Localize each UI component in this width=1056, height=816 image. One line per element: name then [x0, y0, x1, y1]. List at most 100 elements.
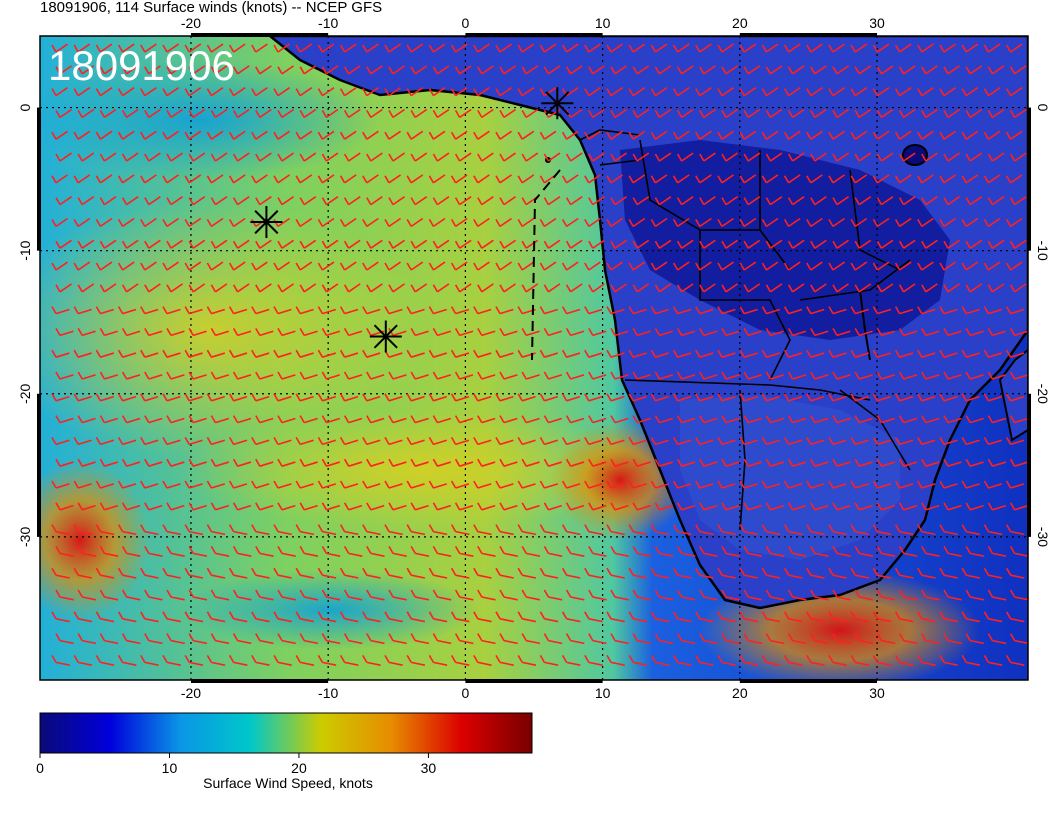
wind-barb [55, 546, 74, 557]
wind-barb [521, 108, 539, 119]
wind-barb [632, 283, 650, 293]
wind-barb [188, 633, 208, 645]
wind-barb [317, 567, 337, 579]
y-axis-left-labels: 0 -10 -20 -30 [17, 103, 33, 547]
wind-barb [876, 458, 896, 467]
wind-barb [210, 458, 230, 467]
wind-barb [876, 371, 896, 380]
wind-barb [499, 283, 517, 293]
wind-barb [454, 328, 474, 337]
wind-barb [273, 480, 292, 489]
wind-barb [406, 393, 425, 402]
wind-barb [517, 611, 537, 623]
wind-barb [961, 306, 980, 315]
wind-barb [761, 217, 779, 228]
wind-barb [517, 43, 535, 53]
wind-barb [806, 437, 825, 446]
wind-barb [162, 655, 181, 666]
wind-barb [561, 43, 579, 53]
wind-barb [77, 283, 95, 293]
wind-barb [610, 415, 629, 424]
wind-barb [565, 633, 585, 645]
wind-barb [428, 87, 446, 97]
wind-barb [428, 306, 448, 315]
wind-barb [699, 371, 718, 380]
wind-barb [121, 415, 141, 424]
wind-barb [654, 328, 674, 337]
wind-barb [432, 152, 450, 162]
colorbar-tick-label: 20 [291, 760, 307, 776]
wind-barb [343, 283, 361, 293]
wind-barb [987, 502, 1007, 511]
wind-barb [987, 589, 1007, 601]
wind-barb [117, 567, 137, 579]
wind-barb [432, 589, 452, 601]
wind-barb [495, 174, 513, 184]
wind-barb [939, 349, 958, 358]
wind-barb [787, 196, 805, 206]
wind-barb [761, 611, 781, 623]
wind-barb [832, 415, 851, 424]
wind-barb [384, 480, 403, 489]
wind-barb [140, 567, 159, 579]
wind-barb [917, 524, 936, 536]
wind-barb [739, 480, 758, 489]
wind-barb [717, 655, 736, 666]
lake-outline [859, 289, 871, 361]
wind-barb [894, 611, 914, 623]
wind-barb [961, 130, 979, 140]
wind-barb [894, 130, 912, 140]
wind-barb [721, 328, 740, 337]
wind-barb [51, 349, 70, 358]
x-tick-label-bottom: -10 [318, 685, 338, 701]
wind-barb [321, 589, 341, 601]
wind-barb [983, 306, 1003, 315]
wind-barb [295, 567, 315, 579]
wind-barb [965, 108, 983, 119]
wind-barb [965, 415, 984, 424]
wind-barb [721, 371, 740, 380]
wind-barb [876, 415, 896, 424]
wind-barb [810, 415, 829, 424]
wind-barb [477, 108, 494, 119]
wind-barb [872, 393, 892, 402]
wind-barb [1029, 307, 1046, 314]
wind-barb [362, 261, 379, 271]
wind-barb [628, 43, 646, 53]
wind-barb [699, 415, 718, 424]
wind-barb [917, 480, 936, 489]
wind-barb [699, 196, 716, 206]
wind-barb [228, 217, 246, 228]
wind-barb [565, 415, 585, 424]
wind-barb [517, 393, 536, 402]
wind-barb [743, 65, 761, 75]
wind-barb [828, 655, 847, 666]
wind-barb [255, 239, 272, 249]
wind-barb [362, 393, 381, 402]
wind-barb [894, 567, 914, 579]
wind-barb [251, 174, 268, 184]
wind-barb [362, 437, 381, 446]
wind-barb [295, 524, 315, 536]
wind-barb [939, 480, 958, 489]
wind-barb [410, 589, 430, 601]
wind-barb [606, 43, 624, 53]
wind-barb [166, 589, 185, 601]
x-axis-bottom-labels: -20 -10 0 10 20 30 [181, 685, 885, 701]
wind-barb [473, 306, 492, 315]
wind-barb [588, 65, 605, 75]
wind-barb [787, 239, 805, 249]
wind-barb [606, 393, 625, 402]
wind-barb [854, 152, 872, 162]
wind-barb [632, 65, 650, 75]
frame-bar [465, 33, 603, 37]
wind-barb [339, 437, 359, 446]
wind-barb [339, 524, 359, 536]
wind-barb [477, 196, 494, 206]
wind-barb [273, 306, 292, 315]
wind-barb [410, 196, 428, 206]
wind-barb [1029, 568, 1047, 578]
wind-barb [251, 306, 270, 315]
wind-barb [432, 239, 450, 249]
wind-barb [872, 655, 892, 666]
